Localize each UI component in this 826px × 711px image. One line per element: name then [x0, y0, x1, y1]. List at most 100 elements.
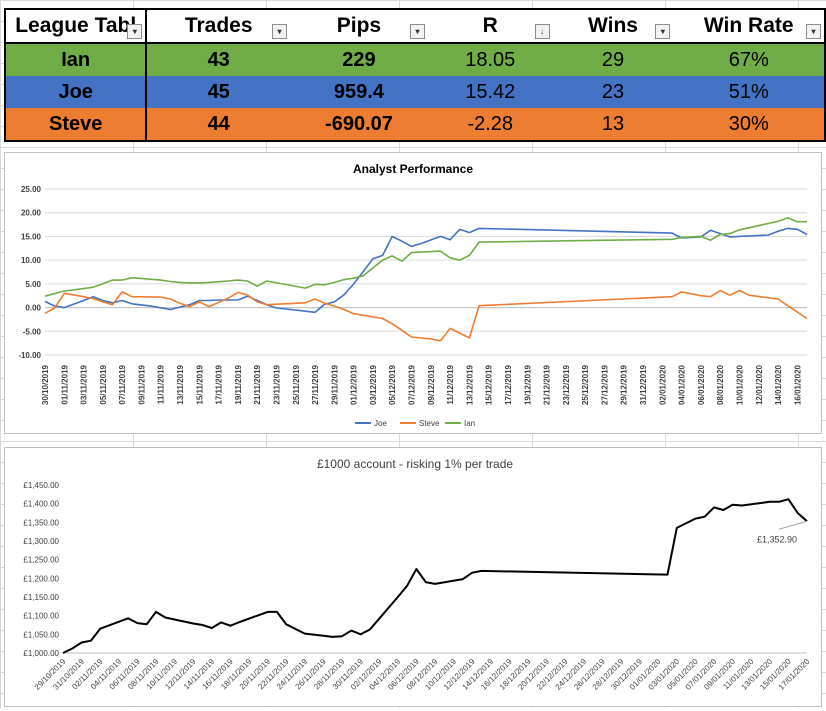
- x-tick-label: 01/12/2019: [350, 364, 359, 405]
- x-tick-label: 16/01/2020: [793, 364, 802, 405]
- table-row[interactable]: Ian 43 229 18.05 29 67%: [3, 43, 826, 76]
- legend-label: Joe: [374, 419, 387, 428]
- y-tick-label: 0.00: [25, 304, 41, 313]
- cell-pips[interactable]: 229: [289, 43, 428, 76]
- chart-title: Analyst Performance: [353, 162, 473, 176]
- header-win-rate-label: Win Rate: [703, 14, 794, 37]
- x-tick-label: 09/12/2019: [427, 364, 436, 405]
- cell-r[interactable]: 18.05: [427, 43, 553, 76]
- series-line-joe: [44, 227, 808, 314]
- series-line-ian: [44, 217, 807, 297]
- legend-label: Ian: [464, 419, 475, 428]
- filter-dropdown-icon[interactable]: ▾: [409, 24, 425, 39]
- x-tick-label: 07/12/2019: [408, 364, 417, 405]
- account-balance-svg: £1000 account - risking 1% per trade £1,…: [23, 457, 811, 692]
- x-tick-label: 23/12/2019: [562, 364, 571, 405]
- account-balance-chart[interactable]: £1000 account - risking 1% per trade £1,…: [4, 447, 822, 707]
- header-pips[interactable]: Pips ▾: [289, 8, 428, 44]
- x-tick-label: 17/11/2019: [215, 364, 224, 404]
- cell-r[interactable]: 15.42: [427, 76, 553, 108]
- cell-name[interactable]: Joe: [3, 76, 148, 108]
- header-trades[interactable]: Trades ▾: [146, 8, 290, 44]
- y-tick-label: 25.00: [21, 185, 42, 194]
- y-tick-label: £1,150.00: [23, 593, 59, 602]
- y-tick-label: £1,350.00: [23, 518, 59, 527]
- x-tick-label: 03/11/2019: [80, 364, 89, 404]
- header-wins[interactable]: Wins ▾: [552, 8, 674, 44]
- sort-filter-icon[interactable]: ↓: [534, 24, 550, 39]
- cell-win-rate[interactable]: 67%: [673, 43, 826, 76]
- filter-dropdown-icon[interactable]: ▾: [655, 24, 671, 39]
- x-tick-label: 14/01/2020: [774, 364, 783, 405]
- header-trades-label: Trades: [184, 14, 253, 37]
- y-tick-label: 15.00: [21, 232, 42, 241]
- y-tick-label: -5.00: [23, 327, 42, 336]
- x-tick-label: 05/12/2019: [388, 364, 397, 405]
- cell-wins[interactable]: 29: [552, 43, 674, 76]
- league-table-header-row: League Tabl ▾ Trades ▾ Pips ▾ R ↓ Wins ▾ Win …: [3, 8, 826, 44]
- x-tick-label: 15/11/2019: [195, 364, 204, 404]
- x-tick-label: 02/01/2020: [658, 364, 667, 405]
- header-wins-label: Wins: [587, 14, 638, 37]
- x-tick-label: 19/12/2019: [523, 364, 532, 405]
- x-tick-label: 13/12/2019: [465, 364, 474, 405]
- cell-name[interactable]: Ian: [3, 43, 148, 76]
- x-tick-label: 12/01/2020: [755, 364, 764, 405]
- y-tick-label: £1,400.00: [23, 500, 59, 509]
- cell-trades[interactable]: 45: [146, 76, 290, 108]
- cell-wins[interactable]: 13: [552, 108, 674, 142]
- filter-dropdown-icon[interactable]: ▾: [806, 24, 821, 39]
- y-tick-label: -10.00: [18, 351, 41, 360]
- x-tick-label: 07/11/2019: [118, 364, 127, 404]
- x-tick-label: 01/11/2019: [60, 364, 69, 404]
- x-tick-label: 11/12/2019: [446, 364, 455, 404]
- table-row[interactable]: Joe 45 959.4 15.42 23 51%: [3, 76, 826, 108]
- filter-dropdown-icon[interactable]: ▾: [271, 24, 287, 39]
- legend-label: Steve: [419, 419, 440, 428]
- cell-trades[interactable]: 43: [146, 43, 290, 76]
- header-name[interactable]: League Tabl ▾: [3, 8, 148, 44]
- chart-title: £1000 account - risking 1% per trade: [317, 457, 513, 471]
- filter-dropdown-icon[interactable]: ▾: [127, 24, 143, 39]
- x-tick-label: 19/11/2019: [234, 364, 243, 404]
- cell-name[interactable]: Steve: [3, 108, 148, 142]
- x-tick-label: 05/11/2019: [99, 364, 108, 404]
- x-tick-label: 03/12/2019: [369, 364, 378, 405]
- y-tick-label: £1,100.00: [23, 612, 59, 621]
- y-tick-label: £1,000.00: [23, 649, 59, 658]
- header-r-label: R: [482, 14, 498, 37]
- analyst-performance-svg: Analyst Performance 25.00 20.00 15.00 10.00…: [18, 162, 808, 428]
- cell-win-rate[interactable]: 30%: [673, 108, 826, 142]
- x-tick-label: 30/10/2019: [41, 364, 50, 405]
- cell-trades[interactable]: 44: [146, 108, 290, 142]
- x-tick-label: 11/11/2019: [157, 364, 166, 404]
- league-table: League Tabl ▾ Trades ▾ Pips ▾ R ↓ Wins ▾ Win …: [3, 8, 826, 142]
- y-tick-label: £1,050.00: [23, 630, 59, 639]
- data-label-leader: [778, 520, 808, 530]
- x-tick-label: 06/01/2020: [697, 364, 706, 405]
- cell-win-rate[interactable]: 51%: [673, 76, 826, 108]
- x-tick-label: 25/11/2019: [292, 364, 301, 404]
- header-win-rate[interactable]: Win Rate ▾: [673, 8, 826, 44]
- x-tick-label: 10/01/2020: [735, 364, 744, 405]
- x-tick-label: 13/11/2019: [176, 364, 185, 404]
- header-name-label: League Tabl: [15, 14, 137, 37]
- y-tick-label: £1,450.00: [23, 481, 59, 490]
- cell-pips[interactable]: 959.4: [289, 76, 428, 108]
- cell-wins[interactable]: 23: [552, 76, 674, 108]
- series-line-balance: [62, 498, 808, 654]
- cell-pips[interactable]: -690.07: [289, 108, 428, 142]
- header-r[interactable]: R ↓: [427, 8, 553, 44]
- x-tick-label: 04/01/2020: [678, 364, 687, 405]
- cell-r[interactable]: -2.28: [427, 108, 553, 142]
- x-tick-label: 23/11/2019: [272, 364, 281, 404]
- y-tick-label: 10.00: [21, 256, 42, 265]
- x-tick-label: 15/12/2019: [485, 364, 494, 405]
- x-tick-label: 17/12/2019: [504, 364, 513, 405]
- x-tick-label: 27/11/2019: [311, 364, 320, 404]
- header-pips-label: Pips: [336, 14, 382, 37]
- table-row[interactable]: Steve 44 -690.07 -2.28 13 30%: [3, 108, 826, 142]
- x-tick-label: 29/11/2019: [330, 364, 339, 404]
- data-label: £1,352.90: [757, 534, 797, 544]
- analyst-performance-chart[interactable]: Analyst Performance 25.00 20.00 15.00 10.00…: [4, 152, 822, 434]
